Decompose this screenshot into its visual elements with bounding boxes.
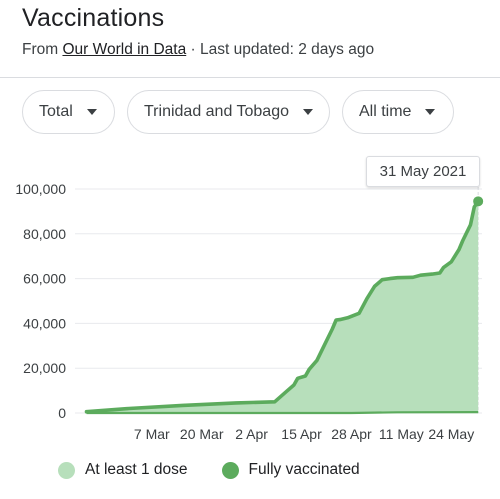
- time-range-dropdown[interactable]: All time: [342, 90, 454, 134]
- caret-down-icon: [86, 109, 97, 115]
- x-tick-label: 15 Apr: [281, 426, 322, 442]
- legend-swatch-full: [221, 461, 239, 479]
- last-updated: · Last updated: 2 days ago: [186, 41, 375, 58]
- metric-dropdown[interactable]: Total: [22, 90, 115, 134]
- y-tick-label: 0: [58, 405, 66, 421]
- x-tick-label: 7 Mar: [134, 426, 170, 442]
- y-tick-label: 80,000: [23, 226, 66, 242]
- country-dropdown-label: Trinidad and Tobago: [144, 103, 289, 120]
- y-tick-label: 100,000: [15, 181, 66, 197]
- chart-legend: At least 1 dose Fully vaccinated: [58, 461, 394, 479]
- legend-item-dose1[interactable]: At least 1 dose: [58, 461, 188, 479]
- legend-label-full: Fully vaccinated: [248, 461, 360, 478]
- legend-swatch-dose1: [58, 461, 75, 479]
- y-tick-label: 40,000: [23, 315, 66, 331]
- legend-label-dose1: At least 1 dose: [85, 461, 188, 478]
- metric-dropdown-label: Total: [39, 103, 73, 120]
- date-tooltip: 31 May 2021: [366, 156, 480, 187]
- header-divider: [0, 77, 500, 78]
- series-line-full: [86, 411, 479, 415]
- time-range-dropdown-label: All time: [359, 103, 412, 120]
- caret-down-icon: [425, 109, 436, 115]
- y-tick-label: 20,000: [23, 360, 66, 376]
- x-tick-label: 24 May: [428, 426, 474, 442]
- x-tick-label: 2 Apr: [235, 426, 268, 442]
- series-area-dose1: [86, 201, 479, 413]
- legend-item-full[interactable]: Fully vaccinated: [221, 461, 360, 479]
- page-title: Vaccinations: [22, 4, 165, 32]
- x-tick-label: 28 Apr: [331, 426, 372, 442]
- y-tick-label: 60,000: [23, 271, 66, 287]
- x-tick-label: 20 Mar: [180, 426, 224, 442]
- source-line: From Our World in Data · Last updated: 2…: [22, 41, 374, 59]
- source-prefix: From: [22, 41, 63, 58]
- source-link[interactable]: Our World in Data: [62, 41, 187, 58]
- hover-point-dose1: [473, 196, 484, 207]
- country-dropdown[interactable]: Trinidad and Tobago: [127, 90, 330, 134]
- caret-down-icon: [303, 109, 313, 115]
- x-tick-label: 11 May: [379, 426, 424, 442]
- series-line-dose1: [84, 199, 480, 414]
